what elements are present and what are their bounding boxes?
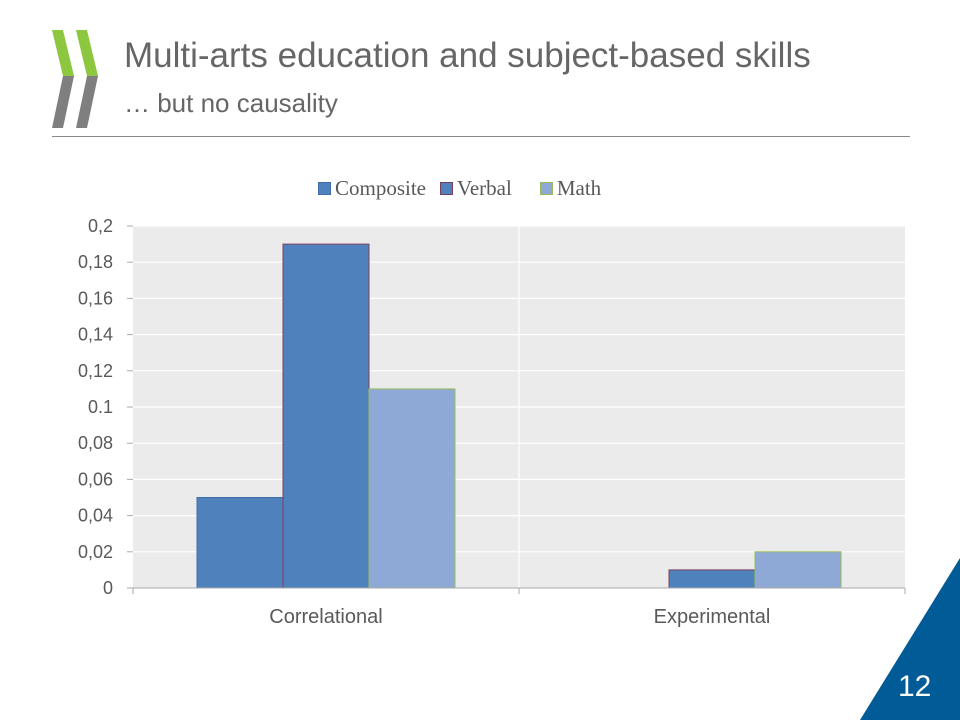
y-tick-label: 0,16 [78, 288, 113, 308]
title-divider [52, 136, 910, 137]
oecd-logo [52, 30, 98, 128]
y-tick-label: 0,14 [78, 325, 113, 345]
legend-swatch [318, 182, 331, 195]
y-tick-label: 0,06 [78, 469, 113, 489]
y-tick-label: 0,2 [88, 216, 113, 236]
bar-math [754, 551, 842, 589]
legend-swatch [440, 182, 454, 195]
legend-label: Verbal [457, 176, 512, 200]
y-tick-label: 0.1 [88, 397, 113, 417]
legend-item-composite: Composite [318, 176, 426, 201]
legend-label: Composite [335, 176, 427, 200]
y-tick-label: 0,12 [78, 361, 113, 381]
legend-item-verbal: Verbal [440, 176, 512, 201]
legend-item-math: Math [539, 176, 602, 201]
page-number: 12 [898, 670, 932, 703]
bar-math [368, 388, 456, 589]
chart-legend: Composite Verbal Math [318, 176, 601, 201]
y-tick-label: 0,18 [78, 252, 113, 272]
slide-title: Multi-arts education and subject-based s… [124, 36, 811, 75]
legend-label: Math [556, 176, 602, 200]
y-tick-label: 0,02 [78, 542, 113, 562]
y-tick-label: 0,04 [78, 506, 113, 526]
y-tick-label: 0,08 [78, 433, 113, 453]
slide-subtitle: … but no causality [124, 88, 338, 118]
x-tick-label: Correlational [269, 606, 382, 628]
y-tick-label: 0 [103, 578, 113, 598]
legend-swatch [539, 182, 553, 195]
x-tick-label: Experimental [654, 606, 771, 628]
bar-verbal [282, 243, 370, 589]
